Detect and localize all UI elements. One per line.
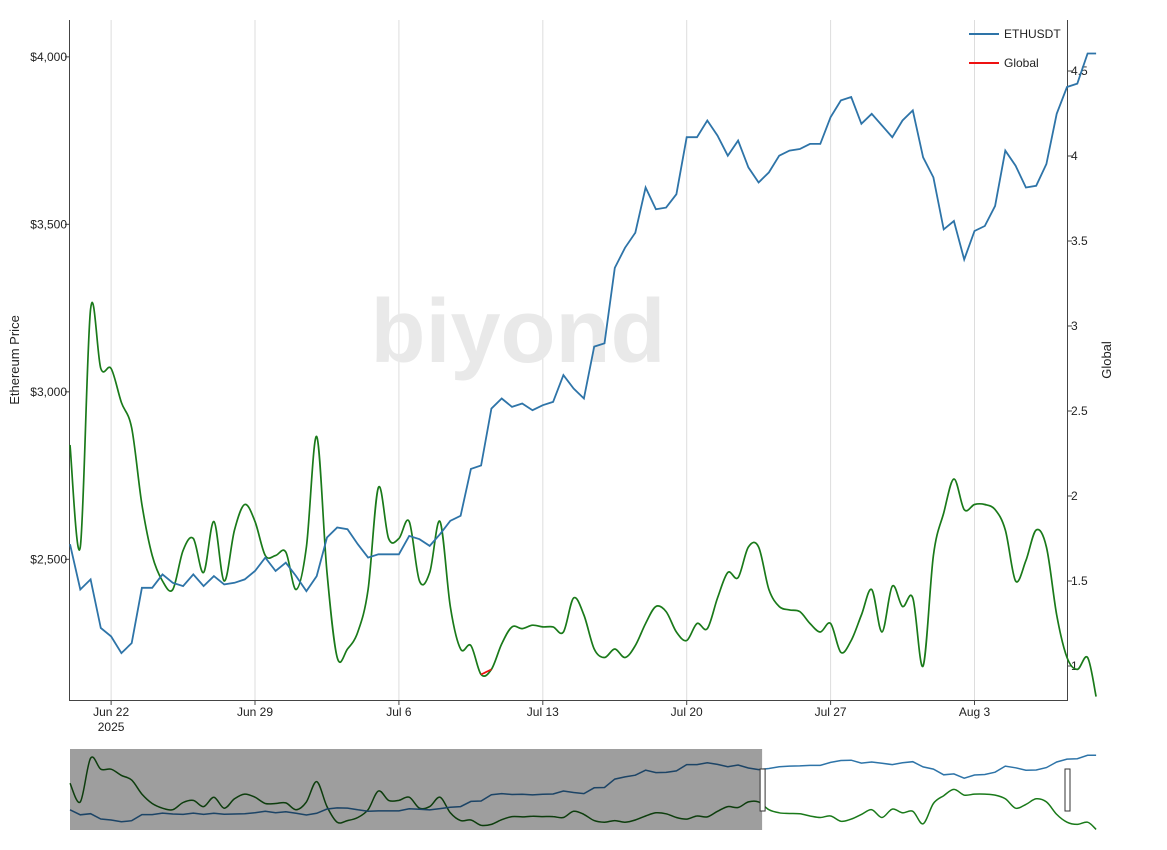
y-right-tick-label: 3.5 [1071, 234, 1088, 248]
main-plot-series [69, 52, 1097, 697]
range-navigator[interactable] [69, 749, 1097, 830]
legend: ETHUSDT Global [969, 27, 1061, 70]
x-tick-sublabel: 2025 [98, 720, 125, 734]
navigator-series-masked [70, 756, 763, 827]
legend-label-global: Global [1004, 56, 1039, 70]
y-left-axis-label: Ethereum Price [7, 315, 22, 405]
y-right-tick-label: 4 [1071, 149, 1078, 163]
x-tick-label: Jul 6 [386, 705, 412, 719]
y-left-axis-ticks: $2,500 $3,000 $3,500 $4,000 [30, 50, 70, 566]
navigator-line-ethusdt-masked [70, 762, 763, 823]
y-right-tick-label: 2.5 [1071, 404, 1088, 418]
y-left-tick-label: $4,000 [30, 50, 67, 64]
axes [69, 20, 1068, 701]
y-left-tick-label: $2,500 [30, 552, 67, 566]
x-tick-label: Jul 20 [671, 705, 703, 719]
x-tick-label: Jul 27 [815, 705, 847, 719]
legend-label-ethusdt: ETHUSDT [1004, 27, 1061, 41]
x-tick-label: Jun 22 [93, 705, 129, 719]
navigator-line-global-masked [70, 756, 763, 827]
y-right-tick-label: 1.5 [1071, 574, 1088, 588]
y-right-axis-label: Global [1099, 341, 1114, 379]
series-line-global-low [480, 668, 492, 676]
series-line-ethusdt [69, 52, 1097, 655]
x-tick-label: Jun 29 [237, 705, 273, 719]
y-left-tick-label: $3,500 [30, 217, 67, 231]
x-tick-label: Aug 3 [959, 705, 991, 719]
vertical-gridlines [110, 20, 975, 700]
series-line-global [69, 301, 1097, 697]
y-left-tick-label: $3,000 [30, 385, 67, 399]
y-right-tick-label: 3 [1071, 319, 1078, 333]
navigator-right-handle[interactable] [1064, 768, 1071, 812]
navigator-selection-mask[interactable] [70, 749, 763, 830]
navigator-left-handle[interactable] [759, 768, 766, 812]
y-right-tick-label: 2 [1071, 489, 1078, 503]
y-right-axis-ticks: 11.522.533.544.5 [1067, 64, 1088, 673]
watermark-text: biyond [371, 282, 666, 382]
x-tick-label: Jul 13 [527, 705, 559, 719]
y-right-tick-label: 1 [1071, 659, 1078, 673]
